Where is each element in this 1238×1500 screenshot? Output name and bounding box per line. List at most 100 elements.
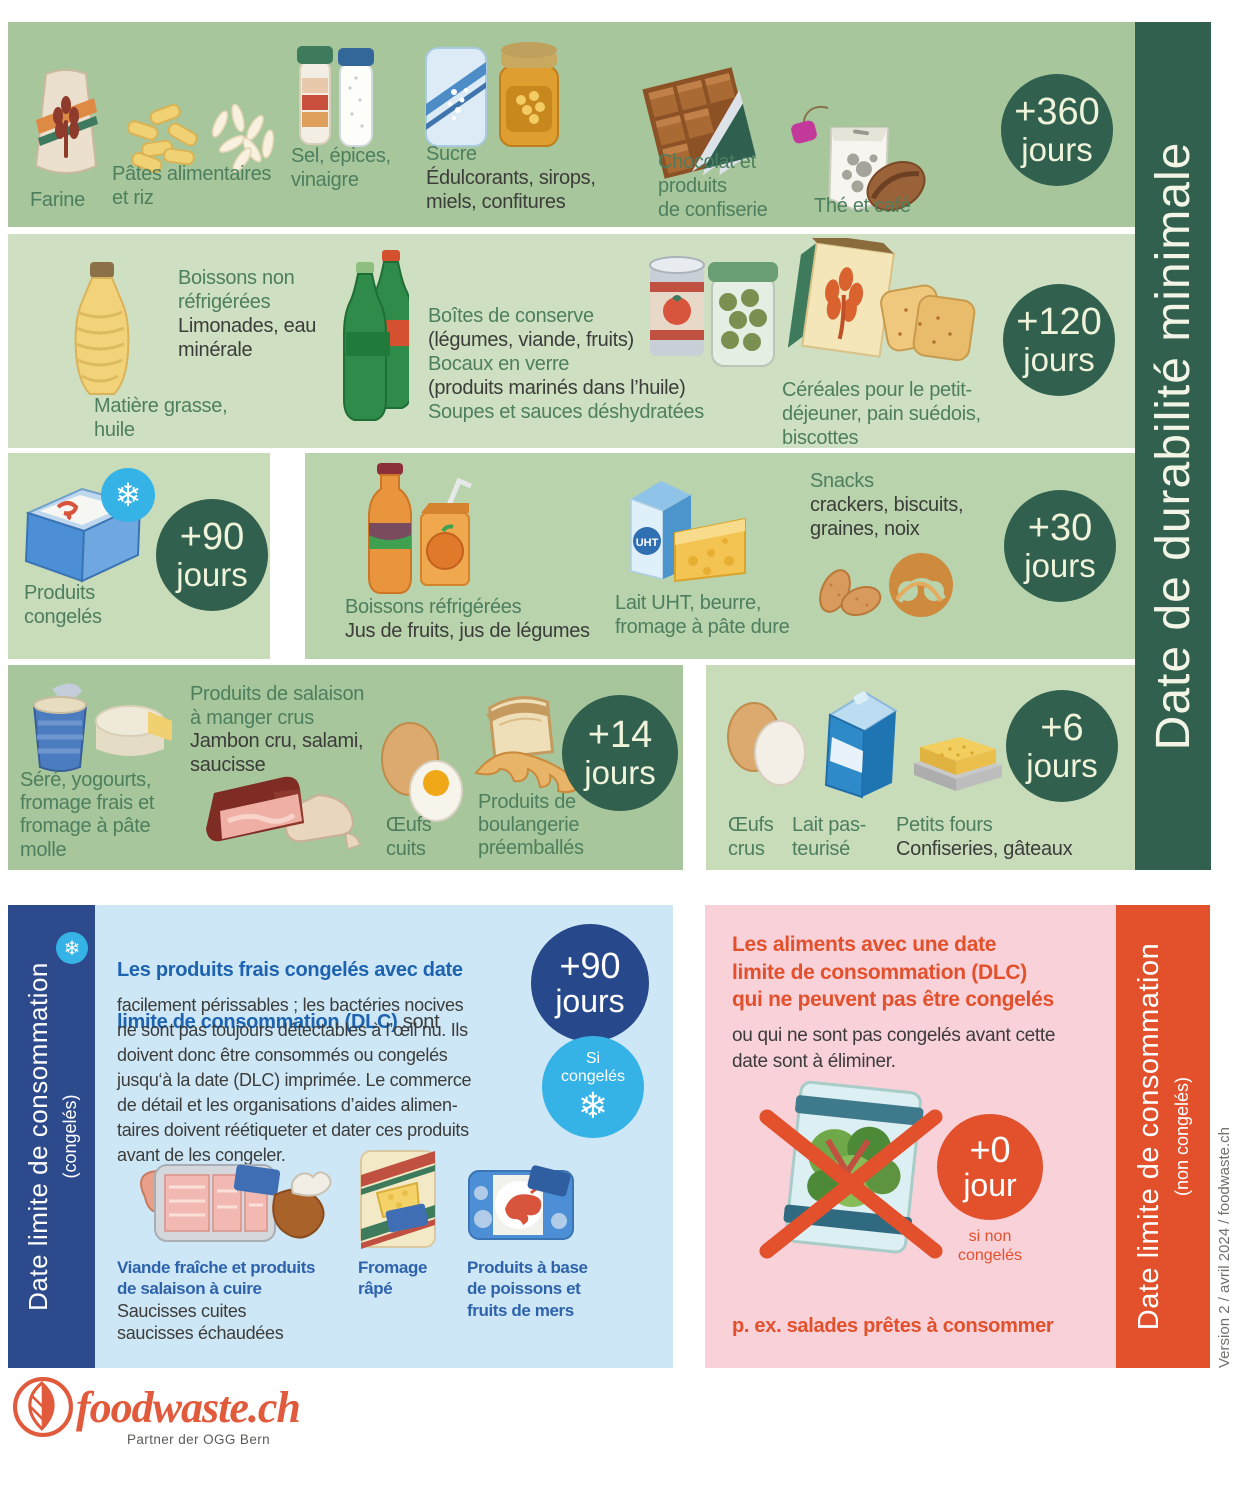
pasta-rice-illustration	[127, 103, 275, 174]
shelf-life-sidebar	[1135, 22, 1211, 870]
ham-sausage-illustration	[206, 776, 361, 850]
badge-0-jour: +0 jour	[937, 1114, 1043, 1220]
label-snacks-sub: crackers, biscuits, graines, noix	[810, 494, 964, 540]
label-boites-conserve-sub: (légumes, viande, fruits)	[428, 329, 634, 351]
version-note: Version 2 / avril 2024 / foodwaste.ch	[1216, 1127, 1233, 1368]
label-fromage-rape: Fromage râpé	[358, 1258, 427, 1299]
sugar-honey-illustration	[425, 42, 559, 147]
label-lait-uht: Lait UHT, beurre, fromage à pâte dure	[615, 592, 790, 638]
oil-bottle-illustration	[74, 262, 130, 395]
badge-30-jours: +30 jours	[1004, 490, 1116, 602]
label-the-cafe: Thé et café	[814, 195, 911, 217]
label-exemple-salades: p. ex. salades prêtes à consommer	[732, 1315, 1054, 1337]
label-viande-fraiche: Viande fraîche et produits de salaison à…	[117, 1258, 316, 1299]
label-bocaux-sub: (produits marinés dans l’huile)	[428, 377, 686, 399]
chocolate-illustration	[642, 67, 756, 179]
raw-eggs-illustration	[727, 702, 806, 786]
row-360-days: Farine Pâtes alimentaires et riz	[8, 22, 1135, 227]
dlc-unfrozen-sidebar-text: Date limite de consommation (non congelé…	[1133, 942, 1192, 1331]
frozen-box-illustration: ❄	[24, 468, 155, 583]
pasteurized-milk-illustration	[824, 691, 898, 799]
label-jus: Jus de fruits, jus de légumes	[345, 620, 590, 642]
label-sel-epices: Sel, épices, vinaigre	[291, 145, 391, 191]
snowflake-icon	[101, 468, 155, 522]
partner-text: Partner der OGG Bern	[127, 1432, 271, 1447]
nuts-pretzel-illustration	[819, 553, 953, 617]
label-sucre: Sucre	[426, 143, 477, 165]
row-6-days: Œufs crus Lait pas- teurisé Petits fours…	[706, 665, 1135, 870]
label-salaison: Produits de salaison à manger crus	[190, 683, 365, 729]
flour-bag-illustration	[34, 69, 98, 174]
label-lait-pasteurise: Lait pas- teurisé	[792, 814, 867, 860]
label-oeufs-cuits: Œufs cuits	[386, 814, 432, 860]
row-120-days: Matière grasse, huile Boissons non réfri…	[8, 234, 1135, 449]
label-soupes: Soupes et sauces déshydratées	[428, 401, 704, 423]
dlc-frozen-heading: Les produits frais congelés avec date li…	[117, 959, 463, 1033]
label-farine: Farine	[30, 189, 85, 211]
dlc-unfrozen-body: ou qui ne sont pas congelés avant cette …	[732, 1025, 1056, 1072]
cereal-rusks-illustration	[787, 238, 976, 362]
svg-text:UHT: UHT	[636, 537, 659, 549]
row-30-days: Boissons réfrigérées Jus de fruits, jus …	[305, 453, 1135, 659]
label-snacks: Snacks	[810, 470, 874, 492]
si-congeles-circle: Si congelés ❄	[542, 1036, 644, 1138]
badge-14-jours: +14 jours	[562, 695, 678, 811]
snowflake-icon: ❄	[577, 1085, 609, 1127]
badge-90-jours-frozen: +90 jours	[531, 924, 649, 1042]
dlc-frozen-sidebar	[8, 905, 95, 1368]
shelf-life-sidebar-text: Date de durabilité minimale	[1146, 141, 1200, 751]
grated-cheese-illustration	[360, 1150, 436, 1249]
crossed-salad-bag-illustration	[759, 1080, 943, 1259]
foodwaste-logo-icon	[13, 1377, 73, 1437]
dlc-unfrozen-heading: Les aliments avec une date limite de con…	[732, 933, 1054, 1012]
bread-croissant-illustration	[474, 696, 584, 794]
foodwaste-logo-text: foodwaste.ch	[76, 1383, 301, 1432]
label-boissons-non-block: Boissons non réfrigérées Limonades, eau …	[178, 266, 316, 362]
label-salaison-block: Produits de salaison à manger crus Jambo…	[190, 683, 364, 777]
label-boites-conserve: Boîtes de conserve	[428, 305, 594, 327]
badge-90-jours: +90 jours	[156, 499, 268, 611]
dlc-unfrozen-sidebar	[1116, 905, 1210, 1368]
dlc-unfrozen-panel: Les aliments avec une date limite de con…	[705, 905, 1116, 1368]
label-produits-congeles: Produits congelés	[24, 582, 102, 628]
juice-illustration	[368, 463, 472, 594]
label-viande-block: Viande fraîche et produits de salaison à…	[117, 1257, 315, 1345]
spice-jars-illustration	[297, 46, 374, 147]
label-conserves-block: Boîtes de conserve (légumes, viande, fru…	[428, 304, 704, 424]
label-salaison-sub: Jambon cru, salami, saucisse	[190, 730, 364, 776]
petit-four-illustration	[914, 737, 1002, 791]
label-cereales: Céréales pour le petit- déjeuner, pain s…	[782, 379, 981, 449]
seafood-pack-illustration	[468, 1165, 574, 1240]
label-oeufs-crus: Œufs crus	[728, 814, 774, 860]
snowflake-icon: ❄	[56, 932, 88, 964]
label-boissons-refrigerees: Boissons réfrigérées	[345, 596, 522, 618]
meat-tray-illustration	[140, 1164, 332, 1242]
dlc-frozen-panel: Les produits frais congelés avec date li…	[95, 905, 673, 1368]
badge-120-jours: +120 jours	[1003, 284, 1115, 396]
dlc-frozen-sidebar-text: Date limite de consommation (congelés)	[22, 962, 80, 1311]
label-pates: Pâtes alimentaires et riz	[112, 163, 272, 209]
label-matiere-grasse: Matière grasse, huile	[94, 395, 228, 441]
label-poissons: Produits à base de poissons et fruits de…	[467, 1258, 588, 1320]
badge-6-jours: +6 jours	[1006, 690, 1118, 802]
label-sucre-block: Sucre Édulcorants, sirops, miels, confit…	[426, 142, 596, 214]
soda-bottles-illustration	[343, 250, 409, 421]
label-chocolat: Chocolat et produits de confiserie	[658, 151, 768, 221]
label-sere-yogourts: Séré, yogourts, fromage frais et fromage…	[20, 769, 155, 861]
label-si-non-congeles: si non congelés	[957, 1228, 1023, 1265]
can-jar-illustration	[649, 256, 778, 367]
label-petits-fours: Petits fours	[896, 814, 993, 836]
svg-text:❄: ❄	[115, 477, 142, 513]
label-saucisses: Saucisses cuites saucisses échaudées	[117, 1300, 284, 1344]
boiled-egg-illustration	[381, 722, 463, 822]
label-boissons-refrigerees-block: Boissons réfrigérées Jus de fruits, jus …	[345, 595, 590, 643]
uht-milk-cheese-illustration: UHT	[630, 481, 746, 583]
label-boulangerie: Produits de boulangerie préemballés	[478, 791, 584, 860]
dlc-frozen-body: facilement périssables ; les bactéries n…	[117, 995, 472, 1165]
row-14-days: Séré, yogourts, fromage frais et fromage…	[8, 665, 683, 870]
badge-360-jours: +360 jours	[1001, 74, 1113, 186]
label-sucre-sub: Édulcorants, sirops, miels, confitures	[426, 167, 596, 213]
label-petits-fours-sub: Confiseries, gâteaux	[896, 838, 1073, 860]
row-90-days-frozen: ❄ Produits congelés +90 jours	[8, 453, 270, 659]
